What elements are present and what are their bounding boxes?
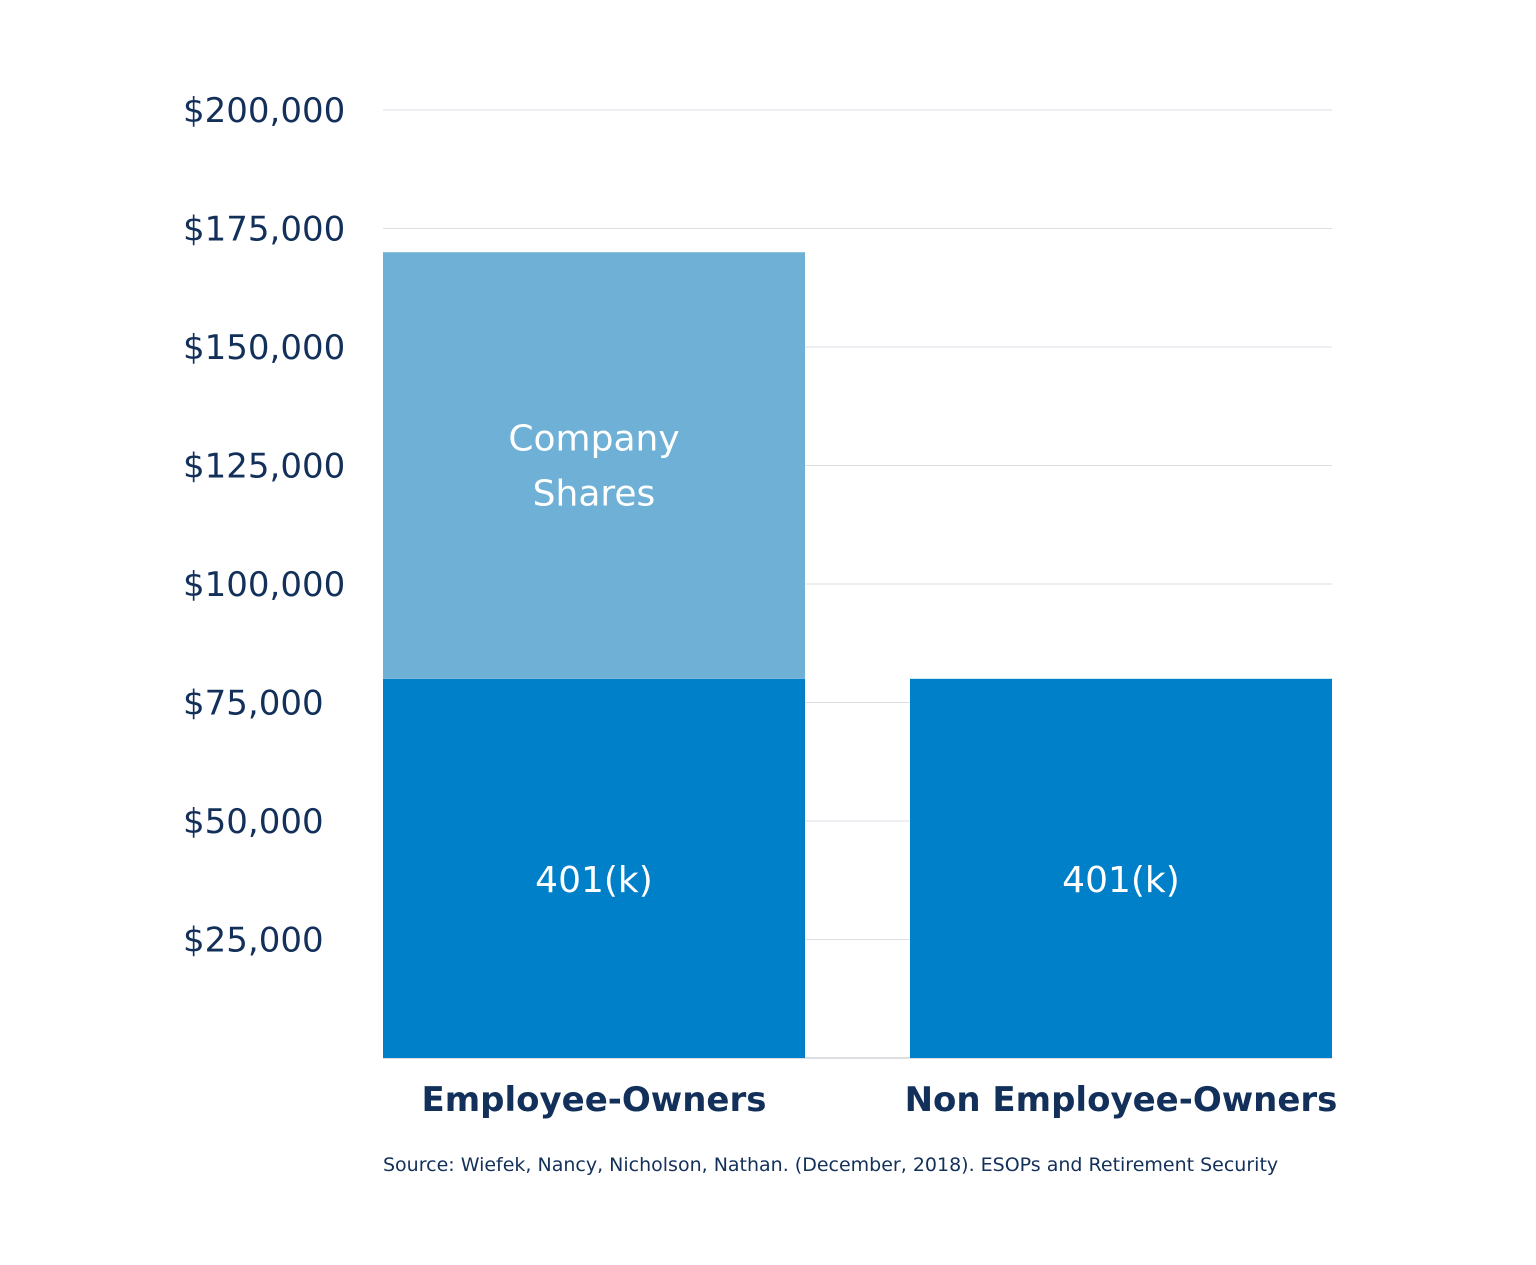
x-category-label: Non Employee-Owners bbox=[905, 1080, 1338, 1120]
bars: 401(k) Company Shares 401(k) bbox=[383, 252, 1332, 1058]
y-tick-label: $125,000 bbox=[183, 447, 345, 487]
y-tick-label: $175,000 bbox=[183, 210, 345, 250]
segment-label: 401(k) bbox=[1062, 860, 1180, 901]
y-tick-label: $25,000 bbox=[183, 921, 324, 961]
bar-segment bbox=[383, 678, 805, 1058]
bar-segment bbox=[383, 252, 805, 679]
source-note: Source: Wiefek, Nancy, Nicholson, Nathan… bbox=[383, 1154, 1278, 1176]
segment-label: Company bbox=[508, 419, 679, 460]
y-tick-label: $200,000 bbox=[183, 91, 345, 131]
y-axis-ticks: $25,000 $50,000 $75,000 $100,000 $125,000 $15… bbox=[183, 91, 345, 961]
y-tick-label: $100,000 bbox=[183, 565, 345, 605]
x-category-label: Employee-Owners bbox=[422, 1080, 767, 1120]
segment-label: Shares bbox=[533, 474, 656, 515]
y-tick-label: $50,000 bbox=[183, 802, 324, 842]
y-tick-label: $150,000 bbox=[183, 328, 345, 368]
y-tick-label: $75,000 bbox=[183, 684, 324, 724]
x-axis-categories: Employee-Owners Non Employee-Owners bbox=[422, 1080, 1338, 1120]
bar-segment bbox=[910, 678, 1332, 1058]
segment-label: 401(k) bbox=[535, 860, 653, 901]
